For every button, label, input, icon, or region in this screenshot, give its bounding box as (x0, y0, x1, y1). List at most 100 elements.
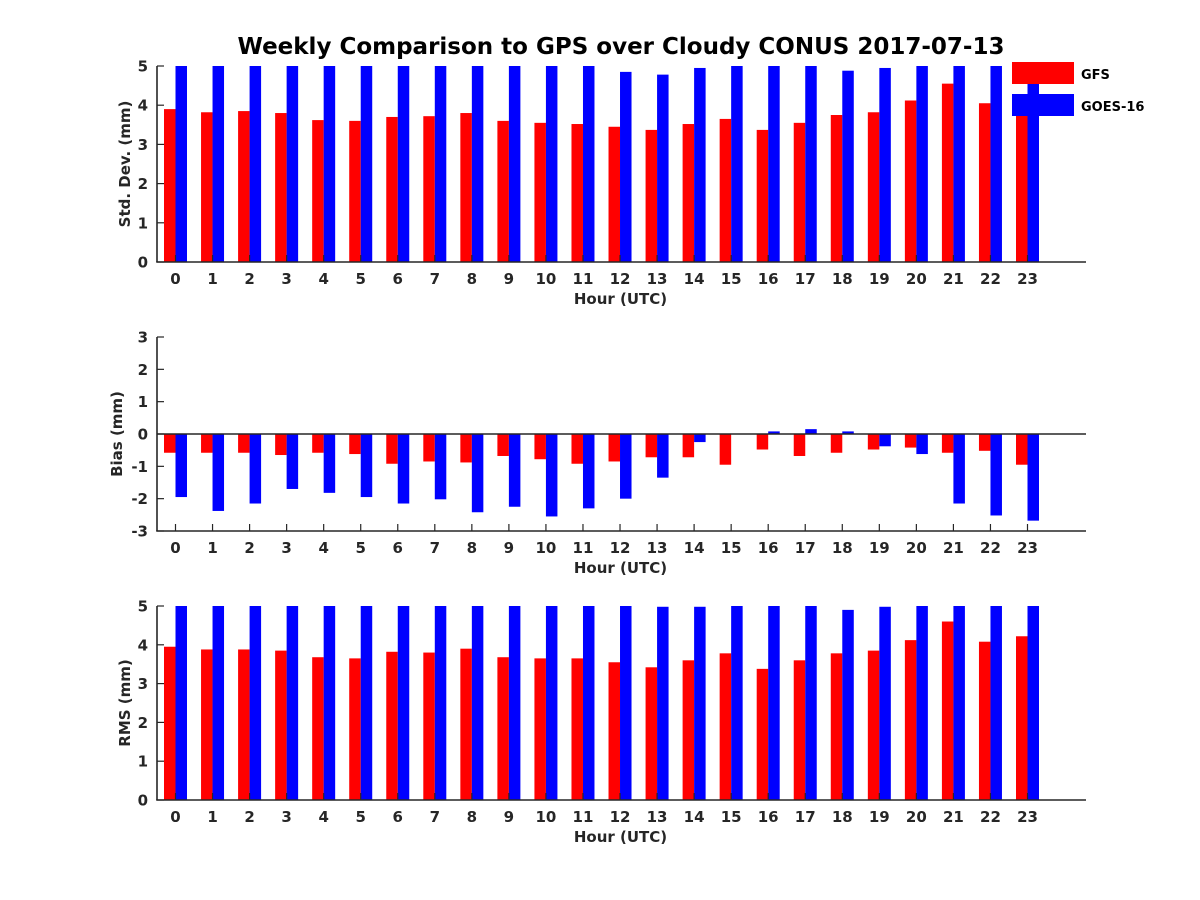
bar-goes-16-hour-20 (916, 434, 928, 455)
x-axis-label: Hour (UTC) (574, 828, 667, 846)
x-tick-label: 20 (906, 808, 927, 826)
bar-gfs-hour-10 (534, 658, 546, 800)
bar-gfs-hour-4 (312, 120, 324, 262)
bar-gfs-hour-14 (682, 124, 695, 263)
bar-goes-16-hour-11 (582, 606, 595, 800)
bar-gfs-hour-6 (386, 434, 398, 464)
bar-gfs-hour-19 (867, 434, 880, 450)
bar-goes-16-hour-19 (879, 67, 891, 263)
y-tick-label: 1 (138, 753, 148, 771)
bar-goes-16-hour-23 (1027, 606, 1039, 800)
bar-gfs-hour-18 (830, 434, 843, 453)
x-tick-label: 12 (610, 270, 631, 288)
bar-gfs-hour-20 (904, 434, 917, 448)
bar-goes-16-hour-22 (990, 434, 1002, 516)
chart-title: Weekly Comparison to GPS over Cloudy CON… (238, 34, 1005, 60)
bar-gfs-hour-20 (904, 100, 917, 262)
x-tick-label: 8 (467, 539, 477, 557)
bar-gfs-hour-15 (719, 434, 732, 465)
x-tick-label: 5 (355, 539, 365, 557)
x-tick-label: 6 (393, 808, 403, 826)
bar-gfs-hour-17 (793, 660, 806, 800)
x-tick-label: 12 (610, 808, 631, 826)
bar-goes-16-hour-16 (768, 66, 780, 262)
bar-goes-16-hour-16 (768, 606, 780, 800)
bar-gfs-hour-18 (830, 653, 843, 800)
bar-goes-16-hour-18 (842, 70, 854, 262)
bar-gfs-hour-21 (941, 83, 954, 262)
x-tick-label: 17 (795, 270, 816, 288)
bar-goes-16-hour-22 (990, 66, 1002, 262)
bar-goes-16-hour-3 (286, 606, 299, 800)
bar-goes-16-hour-17 (805, 429, 817, 434)
bar-goes-16-hour-13 (657, 434, 669, 478)
x-tick-label: 15 (721, 808, 742, 826)
x-tick-label: 13 (647, 539, 668, 557)
x-tick-label: 21 (943, 808, 964, 826)
bar-gfs-hour-21 (941, 621, 954, 800)
bar-gfs-hour-9 (497, 120, 509, 262)
bar-gfs-hour-13 (645, 667, 658, 800)
bar-goes-16-hour-14 (694, 67, 706, 263)
x-tick-label: 17 (795, 808, 816, 826)
x-tick-label: 11 (573, 808, 594, 826)
x-tick-label: 11 (573, 539, 594, 557)
bar-gfs-hour-15 (719, 118, 732, 262)
y-tick-label: 3 (138, 136, 148, 154)
x-tick-label: 23 (1017, 270, 1038, 288)
y-tick-label: 0 (138, 792, 148, 810)
bar-gfs-hour-17 (793, 434, 806, 456)
x-axis-label: Hour (UTC) (574, 559, 667, 577)
bar-gfs-hour-11 (571, 434, 583, 464)
bar-gfs-hour-1 (201, 434, 213, 453)
bar-gfs-hour-23 (1016, 636, 1028, 800)
bar-goes-16-hour-9 (508, 66, 521, 262)
x-tick-label: 22 (980, 270, 1001, 288)
bar-goes-16-hour-21 (953, 434, 965, 504)
bar-goes-16-hour-2 (249, 66, 262, 262)
bar-goes-16-hour-2 (249, 434, 262, 504)
bar-goes-16-hour-5 (360, 434, 373, 498)
bar-gfs-hour-19 (867, 650, 880, 800)
bar-goes-16-hour-4 (323, 66, 336, 262)
bar-gfs-hour-22 (978, 434, 991, 451)
bar-goes-16-hour-5 (360, 606, 373, 800)
y-tick-label: -2 (131, 490, 148, 508)
bar-gfs-hour-3 (275, 113, 287, 262)
bar-gfs-hour-19 (867, 112, 880, 262)
bar-goes-16-hour-9 (508, 606, 521, 800)
bar-gfs-hour-23 (1016, 109, 1028, 263)
bar-gfs-hour-16 (756, 434, 769, 450)
bar-goes-16-hour-0 (175, 434, 187, 498)
bar-goes-16-hour-10 (545, 606, 558, 800)
x-tick-label: 13 (647, 270, 668, 288)
y-tick-label: 5 (138, 58, 148, 76)
x-tick-label: 2 (244, 539, 254, 557)
bar-goes-16-hour-17 (805, 66, 817, 262)
bar-goes-16-hour-14 (694, 606, 706, 800)
bar-gfs-hour-8 (460, 648, 472, 800)
bar-goes-16-hour-14 (694, 434, 706, 443)
bar-goes-16-hour-3 (286, 66, 299, 262)
x-tick-label: 6 (393, 270, 403, 288)
x-tick-label: 18 (832, 808, 853, 826)
bar-gfs-hour-20 (904, 640, 917, 800)
bar-goes-16-hour-13 (657, 606, 669, 800)
bars (164, 606, 1039, 800)
bar-goes-16-hour-19 (879, 606, 891, 800)
bar-gfs-hour-0 (164, 434, 176, 453)
bar-goes-16-hour-15 (731, 606, 743, 800)
y-tick-label: 2 (138, 714, 148, 732)
bar-goes-16-hour-6 (397, 606, 410, 800)
bar-gfs-hour-2 (238, 649, 250, 800)
bar-goes-16-hour-8 (471, 606, 484, 800)
bar-goes-16-hour-16 (768, 431, 780, 434)
y-tick-label: 4 (138, 97, 148, 115)
bar-goes-16-hour-20 (916, 66, 928, 262)
x-tick-label: 1 (207, 270, 217, 288)
bar-gfs-hour-11 (571, 124, 583, 263)
bar-goes-16-hour-12 (620, 71, 632, 262)
bar-goes-16-hour-13 (657, 74, 669, 263)
bar-gfs-hour-7 (423, 434, 435, 462)
